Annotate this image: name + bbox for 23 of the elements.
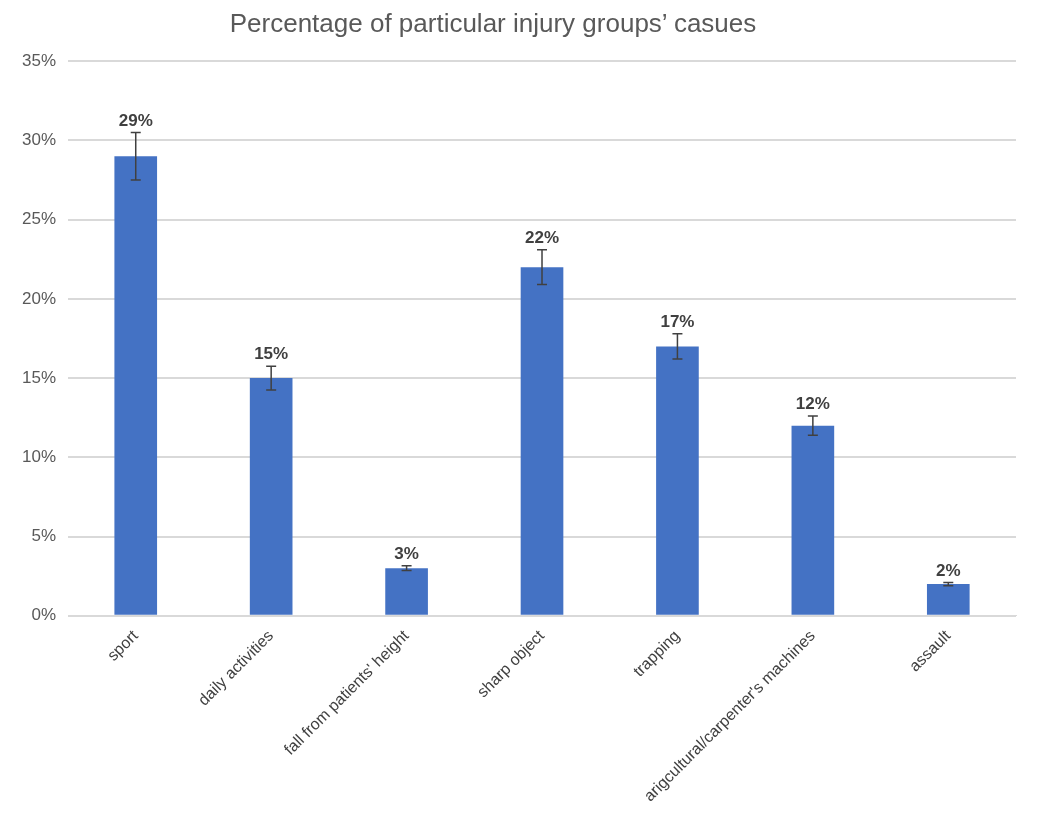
data-label: 17% bbox=[660, 311, 695, 331]
bar bbox=[385, 568, 428, 615]
data-label: 12% bbox=[795, 394, 830, 414]
y-tick-label: 10% bbox=[21, 447, 57, 467]
y-tick-label: 35% bbox=[21, 50, 57, 70]
bar bbox=[656, 346, 699, 615]
data-label: 2% bbox=[936, 560, 961, 580]
data-label: 29% bbox=[118, 110, 153, 130]
chart-title: Percentage of particular injury groups’ casues bbox=[228, 7, 758, 39]
y-tick-label: 30% bbox=[21, 130, 57, 150]
data-label: 22% bbox=[525, 227, 560, 247]
y-tick-label: 0% bbox=[31, 605, 57, 625]
y-tick-label: 15% bbox=[21, 367, 57, 387]
y-tick-label: 5% bbox=[31, 526, 57, 546]
data-label: 15% bbox=[254, 344, 289, 364]
bar bbox=[926, 584, 970, 615]
y-tick-label: 25% bbox=[21, 209, 57, 229]
data-label: 3% bbox=[394, 544, 419, 564]
y-tick-label: 20% bbox=[21, 288, 57, 308]
bar bbox=[520, 267, 564, 615]
bar bbox=[791, 425, 835, 615]
bar bbox=[114, 156, 158, 615]
bar bbox=[249, 378, 293, 615]
